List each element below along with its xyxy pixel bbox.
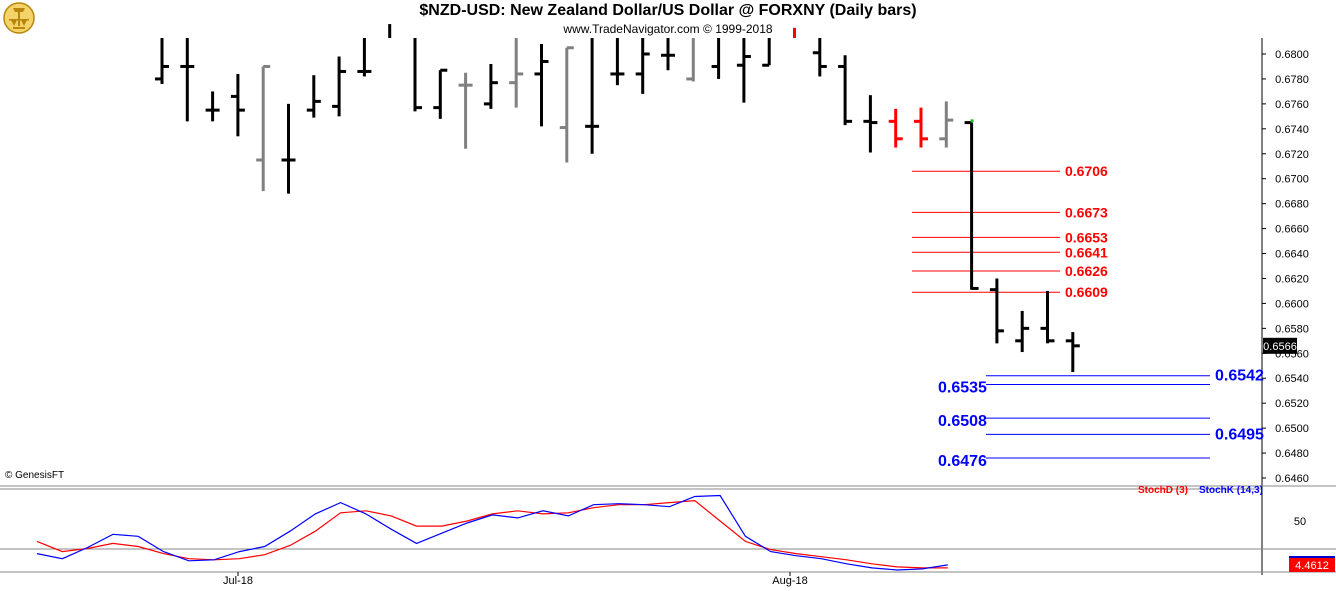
price-bars[interactable] xyxy=(155,24,1080,372)
ohlc-bar[interactable] xyxy=(863,95,878,153)
ohlc-bar[interactable] xyxy=(230,73,245,137)
ohlc-bar[interactable] xyxy=(433,68,448,119)
y-tick-label: 0.6720 xyxy=(1275,149,1309,161)
ohlc-bar[interactable] xyxy=(711,38,721,79)
ohlc-bar[interactable] xyxy=(306,75,321,118)
y-tick-label: 0.6500 xyxy=(1275,423,1309,435)
y-tick-label: 0.6660 xyxy=(1275,224,1309,236)
last-price-label: 0.6566 xyxy=(1263,341,1297,353)
y-tick-label: 0.6480 xyxy=(1275,448,1309,460)
y-tick-label: 0.6520 xyxy=(1275,398,1309,410)
ohlc-bar[interactable] xyxy=(281,103,296,194)
x-tick-label: Jul-18 xyxy=(223,575,253,587)
ohlc-bar[interactable] xyxy=(458,72,473,149)
last-price-box xyxy=(1263,337,1297,354)
ohlc-bar[interactable] xyxy=(914,107,928,148)
support-label: 0.6495 xyxy=(1215,426,1264,443)
resistance-label: 0.6609 xyxy=(1065,284,1108,300)
y-tick-label: 0.6540 xyxy=(1275,373,1309,385)
stoch-series-line[interactable] xyxy=(36,494,948,571)
stoch-last-strip xyxy=(1289,556,1335,558)
ohlc-bar[interactable] xyxy=(509,38,524,108)
ohlc-bar[interactable] xyxy=(736,38,751,103)
y-tick-label: 0.6760 xyxy=(1275,99,1309,111)
ohlc-bar[interactable] xyxy=(534,44,549,127)
ohlc-bar[interactable] xyxy=(964,121,979,290)
ohlc-bar[interactable] xyxy=(332,56,347,117)
ohlc-bar[interactable] xyxy=(413,38,422,112)
y-tick-label: 0.6680 xyxy=(1275,199,1309,211)
stoch-last-label: 4.4612 xyxy=(1295,560,1329,572)
stochastic-panel: 50 StochD (3) StochK (14,3) 4.4612 xyxy=(0,485,1336,573)
ohlc-bar[interactable] xyxy=(686,38,695,82)
support-label: 0.6535 xyxy=(938,379,987,396)
ohlc-bar[interactable] xyxy=(939,101,954,148)
ohlc-bar[interactable] xyxy=(559,46,574,163)
resistance-label: 0.6673 xyxy=(1065,204,1108,220)
resistance-label: 0.6641 xyxy=(1065,244,1108,260)
ohlc-bar[interactable] xyxy=(610,38,625,86)
y-tick-label: 0.6740 xyxy=(1275,124,1309,136)
price-plot-area xyxy=(0,38,1262,484)
chart-subtitle: www.TradeNavigator.com © 1999-2018 xyxy=(563,22,773,36)
ohlc-bar[interactable] xyxy=(205,91,220,122)
y-tick-label: 0.6780 xyxy=(1275,74,1309,86)
y-tick-label: 0.6640 xyxy=(1275,249,1309,261)
stochastic-lines[interactable] xyxy=(36,494,948,571)
y-tick-label: 0.6580 xyxy=(1275,323,1309,335)
ohlc-bar[interactable] xyxy=(155,38,169,84)
ohlc-bar[interactable] xyxy=(180,38,195,122)
copyright-label: © GenesisFT xyxy=(5,470,64,481)
y-tick-label: 0.6600 xyxy=(1275,298,1309,310)
y-tick-label: 0.6460 xyxy=(1275,473,1309,485)
price-axis: 0.64600.64800.65000.65200.65400.65600.65… xyxy=(1262,49,1309,485)
chart-header: $NZD-USD: New Zealand Dollar/US Dollar @… xyxy=(0,0,1336,38)
y-tick-label: 0.6800 xyxy=(1275,49,1309,61)
ohlc-bar[interactable] xyxy=(256,64,271,192)
ohlc-bar[interactable] xyxy=(762,38,771,67)
resistance-label: 0.6653 xyxy=(1065,229,1108,245)
stoch-tick-label: 50 xyxy=(1294,516,1306,528)
ohlc-bar[interactable] xyxy=(1065,332,1080,372)
ohlc-bar[interactable] xyxy=(1040,290,1055,344)
support-label: 0.6542 xyxy=(1215,368,1264,385)
support-label: 0.6476 xyxy=(938,453,987,470)
y-tick-label: 0.6700 xyxy=(1275,174,1309,186)
stoch-series-line[interactable] xyxy=(36,499,948,569)
green-tick-marker xyxy=(970,119,974,123)
ohlc-bar[interactable] xyxy=(838,55,853,126)
ohlc-bar[interactable] xyxy=(585,38,600,154)
legend-stochd: StochD (3) xyxy=(1138,485,1188,496)
price-panel xyxy=(0,38,1336,575)
ohlc-bar[interactable] xyxy=(483,63,498,109)
ohlc-bar[interactable] xyxy=(661,38,675,71)
ohlc-bar[interactable] xyxy=(1015,310,1030,353)
chart-title: $NZD-USD: New Zealand Dollar/US Dollar @… xyxy=(419,2,917,19)
y-tick-label: 0.6620 xyxy=(1275,273,1309,285)
support-label: 0.6508 xyxy=(938,413,987,430)
legend-stochk: StochK (14,3) xyxy=(1199,485,1263,496)
stoch-last-box xyxy=(1289,558,1335,572)
resistance-label: 0.6626 xyxy=(1065,263,1108,279)
ohlc-bar[interactable] xyxy=(989,278,1004,344)
ohlc-bar[interactable] xyxy=(812,38,827,77)
trade-navigator-logo-icon xyxy=(3,2,35,34)
last-price-marker: 0.6566 xyxy=(1263,337,1297,354)
resistance-label: 0.6706 xyxy=(1065,163,1108,179)
ohlc-bar[interactable] xyxy=(888,108,903,148)
ohlc-bar[interactable] xyxy=(635,38,650,94)
x-tick-label: Aug-18 xyxy=(772,575,807,587)
time-axis: Jul-18 Aug-18 xyxy=(223,572,808,587)
ohlc-bar[interactable] xyxy=(357,38,372,77)
